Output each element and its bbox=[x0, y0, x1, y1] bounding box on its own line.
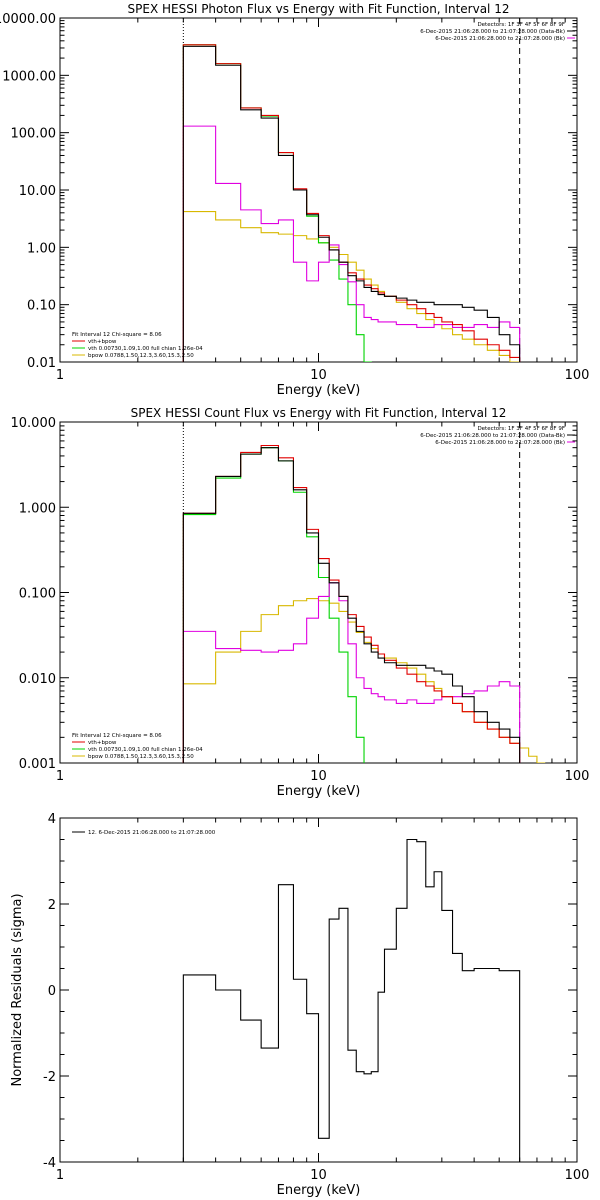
series-group bbox=[182, 44, 521, 362]
chart-panel-1: SPEX HESSI Photon Flux vs Energy with Fi… bbox=[0, 2, 590, 398]
y-tick-label: 0 bbox=[48, 984, 56, 999]
y-tick-label: 0.100 bbox=[19, 587, 56, 602]
y-tick-label: -4 bbox=[43, 1156, 56, 1171]
legend-entry: 6-Dec-2015 21:06:28.000 to 21:07:28.000 … bbox=[435, 36, 565, 42]
chart-title: SPEX HESSI Count Flux vs Energy with Fit… bbox=[131, 406, 507, 420]
x-tick-label: 1 bbox=[56, 769, 64, 784]
plot-frame bbox=[59, 17, 578, 363]
x-axis-label: Energy (keV) bbox=[277, 784, 361, 799]
series-total bbox=[182, 444, 521, 763]
series-vth bbox=[182, 44, 372, 362]
legend-entry: vth+bpow bbox=[88, 339, 117, 345]
x-tick-label: 10 bbox=[310, 1168, 327, 1183]
x-axis-label: Energy (keV) bbox=[277, 1183, 361, 1198]
y-tick-label: 100.00 bbox=[11, 127, 57, 142]
y-tick-label: 2 bbox=[48, 898, 56, 913]
x-tick-label: 100 bbox=[565, 769, 590, 784]
legend-entry: vth 0.00730,1.09,1.00 full chian 1.26e-0… bbox=[88, 346, 203, 352]
y-tick-label: 1.00 bbox=[27, 241, 56, 256]
legend-entry: 6-Dec-2015 21:06:28.000 to 21:07:28.000 … bbox=[420, 433, 565, 439]
y-tick-label: 1000.00 bbox=[2, 69, 56, 84]
legend-entry: vth+bpow bbox=[88, 740, 117, 746]
series-bpow bbox=[182, 211, 521, 362]
legend-entry: 6-Dec-2015 21:06:28.000 to 21:07:28.000 … bbox=[420, 29, 565, 35]
y-tick-label: 10.00 bbox=[19, 184, 56, 199]
x-tick-label: 1 bbox=[56, 368, 64, 383]
series-data bbox=[182, 45, 521, 362]
y-tick-label: 4 bbox=[48, 812, 56, 827]
legend-entry: Fit Interval 12 Chi-square = 8.06 bbox=[72, 332, 162, 338]
x-tick-label: 10 bbox=[310, 769, 327, 784]
x-tick-label: 1 bbox=[56, 1168, 64, 1183]
x-tick-label: 10 bbox=[310, 368, 327, 383]
y-tick-label: 0.001 bbox=[19, 757, 56, 772]
y-tick-label: 1.000 bbox=[19, 501, 56, 516]
series-data bbox=[182, 838, 521, 1162]
y-tick-label: 0.01 bbox=[27, 356, 56, 371]
series-total bbox=[182, 44, 521, 362]
legend-entry: Detectors: 1F 3F 4F 5F 6F 8F 9F bbox=[477, 426, 565, 432]
chart-panel-2: SPEX HESSI Count Flux vs Energy with Fit… bbox=[11, 406, 590, 799]
y-tick-label: 10.000 bbox=[11, 416, 57, 431]
x-tick-label: 100 bbox=[565, 1168, 590, 1183]
legend-entry: Fit Interval 12 Chi-square = 8.06 bbox=[72, 733, 162, 739]
legend-entry: 12. 6-Dec-2015 21:06:28.000 to 21:07:28.… bbox=[88, 830, 216, 836]
y-tick-label: 0.10 bbox=[27, 299, 56, 314]
series-group bbox=[182, 838, 521, 1162]
y-tick-label: 0.010 bbox=[19, 672, 56, 687]
y-tick-label: 10000.00 bbox=[0, 12, 56, 27]
series-background bbox=[182, 125, 521, 362]
y-axis-label: Normalized Residuals (sigma) bbox=[10, 893, 25, 1086]
series-vth bbox=[182, 447, 365, 763]
x-tick-label: 100 bbox=[565, 368, 590, 383]
legend-entry: 6-Dec-2015 21:06:28.000 to 21:07:28.000 … bbox=[435, 440, 565, 446]
chart-panel-3: 1 10 100 Energy (keV) -4 -2 0 2 4 Normalized Resi… bbox=[10, 812, 589, 1198]
legend-entry: vth 0.00730,1.09,1.00 full chian 1.26e-0… bbox=[88, 747, 203, 753]
series-bpow bbox=[182, 597, 546, 763]
series-data bbox=[182, 447, 521, 763]
legend-entry: bpow 0.0788,1.50,12.3,3.60,15.3,2.50 bbox=[88, 353, 194, 359]
chart-title: SPEX HESSI Photon Flux vs Energy with Fi… bbox=[128, 2, 510, 16]
legend-entry: bpow 0.0788,1.50,12.3,3.60,15.3,2.50 bbox=[88, 754, 194, 760]
series-group bbox=[182, 444, 546, 763]
y-tick-label: -2 bbox=[43, 1070, 56, 1085]
x-axis-label: Energy (keV) bbox=[277, 383, 361, 398]
plot-frame bbox=[59, 421, 578, 764]
legend-entry: Detectors: 1F 3F 4F 5F 6F 8F 9F bbox=[477, 22, 565, 28]
